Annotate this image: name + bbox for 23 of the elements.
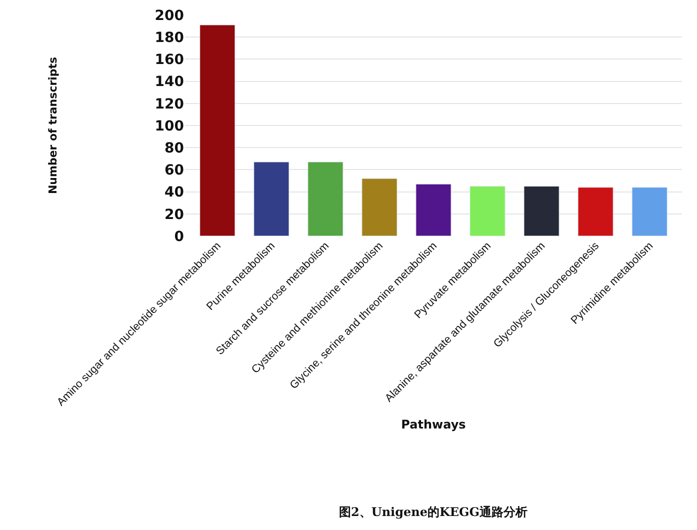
y-axis-title: Number of transcripts (46, 56, 60, 194)
y-tick-label: 160 (154, 52, 184, 68)
y-tick-label: 180 (154, 30, 184, 46)
bar (416, 184, 452, 236)
bar (254, 162, 290, 236)
y-tick-label: 120 (154, 96, 184, 112)
bar (578, 187, 614, 236)
bar (632, 187, 668, 236)
bar (470, 186, 506, 236)
y-tick-label: 200 (154, 8, 184, 24)
bar (524, 186, 560, 236)
y-tick-label: 20 (164, 206, 184, 223)
x-axis-title: Pathways (401, 417, 466, 432)
y-tick-label: 100 (154, 118, 184, 134)
bar (308, 162, 344, 236)
y-tick-label: 40 (164, 184, 184, 201)
y-tick-label: 140 (154, 74, 184, 90)
y-tick-label: 80 (164, 140, 184, 156)
caption: 图2、Unigene的KEGG通路分析 (339, 505, 528, 519)
y-tick-label: 60 (164, 162, 184, 179)
y-tick-label: 0 (174, 228, 184, 245)
bar (362, 178, 398, 236)
bar (200, 24, 236, 236)
